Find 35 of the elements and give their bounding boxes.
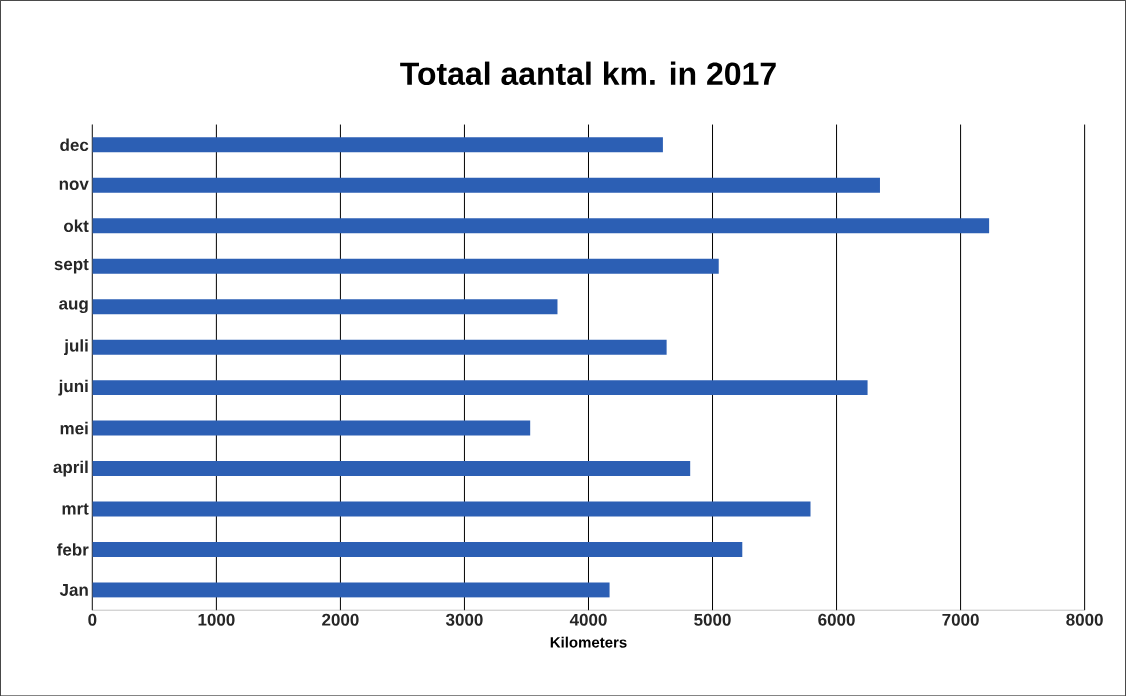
y-tick-label: juli — [64, 339, 88, 355]
bar — [92, 582, 610, 598]
bar — [92, 379, 868, 395]
bar — [92, 339, 667, 355]
x-tick-label: 4000 — [569, 613, 607, 626]
bar — [92, 541, 743, 557]
x-tick-label: 7000 — [942, 613, 979, 626]
x-tick-label: 8000 — [1066, 613, 1103, 626]
x-tick-label: 3000 — [445, 613, 483, 626]
bar — [92, 137, 663, 153]
x-tick-label: 0 — [88, 613, 97, 626]
chart-title: Totaal aantal km. in 2017 — [400, 61, 776, 85]
x-tick-label: 2000 — [322, 613, 359, 626]
bar — [92, 460, 691, 476]
bar — [92, 177, 880, 193]
bar — [92, 258, 719, 274]
y-tick-label: aug — [59, 300, 88, 313]
bar — [92, 501, 811, 517]
bar — [92, 299, 558, 315]
y-tick-label: Jan — [59, 583, 88, 596]
y-tick-label: dec — [60, 138, 89, 151]
bar — [92, 218, 990, 234]
y-tick-label: mei — [60, 421, 88, 435]
x-tick-label: 5000 — [694, 613, 731, 626]
x-tick-label: 1000 — [198, 613, 235, 626]
y-tick-label: juni — [58, 379, 88, 396]
y-tick-label: febr — [57, 543, 89, 556]
x-tick-label: 6000 — [818, 613, 855, 626]
x-axis-title: Kilometers — [550, 636, 627, 648]
bar — [92, 420, 531, 436]
y-tick-label: april — [53, 460, 88, 477]
y-tick-label: okt — [63, 219, 89, 232]
y-tick-label: nov — [59, 180, 89, 190]
y-tick-label: sept — [54, 258, 89, 274]
y-tick-label: mrt — [62, 503, 89, 515]
